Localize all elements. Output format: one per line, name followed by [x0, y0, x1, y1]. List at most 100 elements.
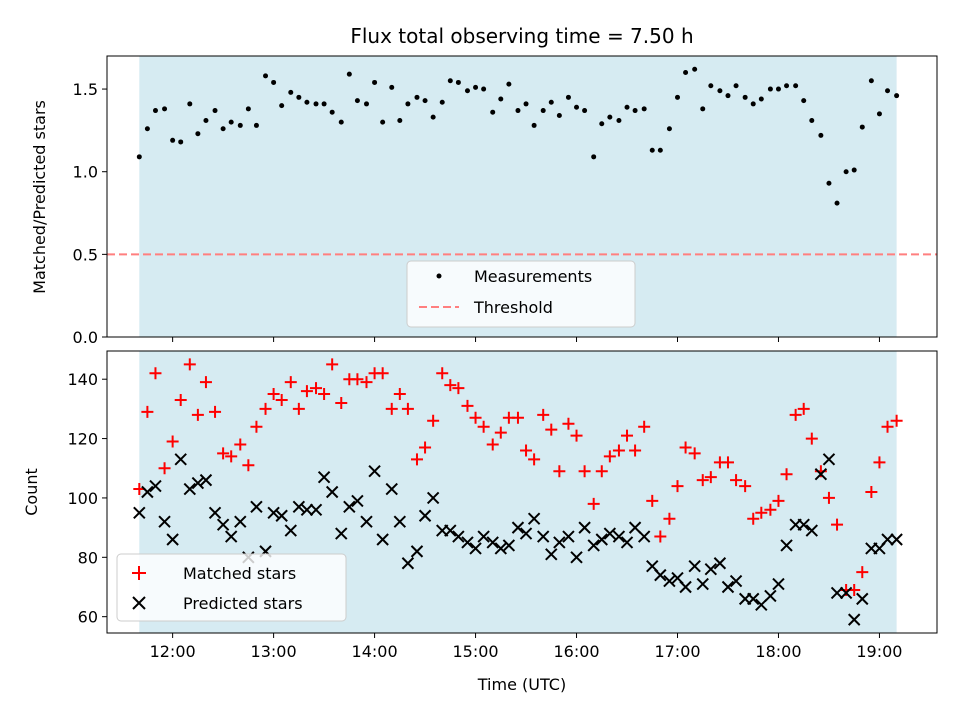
matched-star-point: [629, 444, 642, 457]
predicted-star-point: [166, 533, 179, 546]
predicted-star-point: [502, 539, 516, 552]
bottom-y-ticks: 60 80 100 120 140: [67, 370, 107, 627]
matched-star-point: [461, 399, 474, 412]
predicted-star-point: [620, 536, 634, 549]
matched-star-point: [721, 456, 734, 469]
x-tick-label: 16:00: [553, 642, 599, 661]
measurement-point: [767, 86, 773, 92]
measurement-point: [607, 114, 613, 120]
predicted-star-point: [309, 503, 323, 517]
matched-star-point: [376, 367, 389, 380]
measurement-point: [826, 180, 832, 186]
measurement-point: [565, 94, 571, 100]
measurement-point: [834, 200, 840, 206]
measurement-point: [599, 121, 605, 127]
matched-star-point: [242, 459, 255, 472]
predicted-star-point: [772, 577, 785, 591]
ratio-panel: 0.0 0.5 1.0 1.5 Matched/Predicted stars Mea…: [30, 55, 938, 347]
y-tick-label: 1.0: [73, 163, 98, 182]
matched-star-point: [326, 358, 339, 371]
measurement-point: [245, 106, 251, 112]
predicted-star-point: [250, 500, 263, 514]
matched-star-point: [890, 414, 903, 427]
predicted-star-point: [158, 515, 171, 528]
measurement-point: [725, 93, 731, 99]
measurement-point: [346, 71, 352, 77]
matched-star-point: [537, 408, 550, 421]
matched-star-point: [553, 465, 566, 478]
matched-star-point: [174, 393, 187, 406]
matched-star-point: [671, 480, 684, 493]
bottom-x-ticks: 12:00 13:00 14:00 15:00 16:00 17:00 18:00 19:00: [150, 633, 902, 661]
matched-star-point: [158, 462, 171, 475]
x-tick-label: 19:00: [856, 642, 902, 661]
top-x-ticks: [172, 337, 880, 342]
predicted-star-point: [426, 491, 440, 505]
predicted-star-point: [300, 503, 314, 517]
matched-star-point: [300, 385, 313, 398]
matched-star-point: [385, 402, 398, 415]
matched-star-point: [865, 486, 878, 498]
measurement-point: [162, 106, 168, 112]
matched-star-point: [612, 444, 625, 457]
y-tick-label: 0.5: [73, 245, 98, 264]
predicted-star-point: [133, 506, 146, 519]
measurement-point: [531, 122, 537, 128]
bottom-legend-box: [116, 553, 347, 622]
matched-star-point: [528, 453, 541, 466]
legend-measurements-label: Measurements: [474, 267, 592, 286]
measurement-point: [649, 147, 655, 153]
matched-star-point: [199, 376, 212, 389]
x-tick-label: 12:00: [150, 642, 196, 661]
measurement-point: [843, 169, 849, 175]
matched-star-point: [284, 376, 297, 389]
predicted-star-point: [469, 542, 482, 555]
measurement-point: [657, 147, 663, 153]
measurement-point: [591, 154, 597, 160]
measurement-point: [498, 96, 504, 102]
x-tick-label: 18:00: [755, 642, 801, 661]
measurement-point: [851, 167, 857, 173]
chart-title: Flux total observing time = 7.50 h: [350, 24, 693, 48]
x-tick-label: 13:00: [251, 642, 297, 661]
top-y-axis-label: Matched/Predicted stars: [30, 100, 49, 294]
matched-star-point: [267, 388, 280, 401]
predicted-star-point: [603, 527, 617, 540]
predicted-star-point: [856, 592, 869, 606]
y-tick-label: 100: [67, 489, 98, 508]
matched-star-point: [250, 420, 263, 433]
measurement-point: [818, 132, 824, 138]
matched-star-point: [149, 367, 162, 380]
predicted-star-point: [216, 518, 230, 531]
measurement-point: [380, 119, 386, 125]
predicted-star-point: [890, 533, 903, 546]
matched-star-point: [191, 408, 204, 421]
measurement-points: [136, 66, 900, 206]
measurement-point: [389, 84, 395, 90]
x-tick-label: 15:00: [452, 642, 498, 661]
measurement-point: [750, 101, 756, 107]
measurement-point: [700, 106, 706, 112]
predicted-star-point: [797, 518, 810, 531]
measurement-point: [271, 79, 277, 85]
measurement-point: [422, 98, 428, 104]
measurement-point: [876, 111, 882, 117]
measurement-point: [793, 83, 799, 89]
matched-star-point: [469, 411, 482, 424]
predicted-star-point: [713, 557, 727, 570]
measurement-point: [616, 117, 622, 123]
predicted-star-point: [612, 530, 626, 543]
x-axis-label: Time (UTC): [477, 675, 566, 694]
matched-star-point: [595, 465, 608, 478]
matched-star-point: [881, 420, 894, 433]
matched-star-point: [452, 382, 465, 395]
predicted-star-point: [284, 524, 297, 537]
predicted-star-point: [688, 560, 701, 573]
matched-star-point: [780, 468, 793, 481]
matched-star-point: [755, 506, 768, 519]
measurement-point: [136, 154, 142, 160]
matched-star-point: [621, 429, 634, 442]
predicted-star-point: [704, 562, 718, 576]
